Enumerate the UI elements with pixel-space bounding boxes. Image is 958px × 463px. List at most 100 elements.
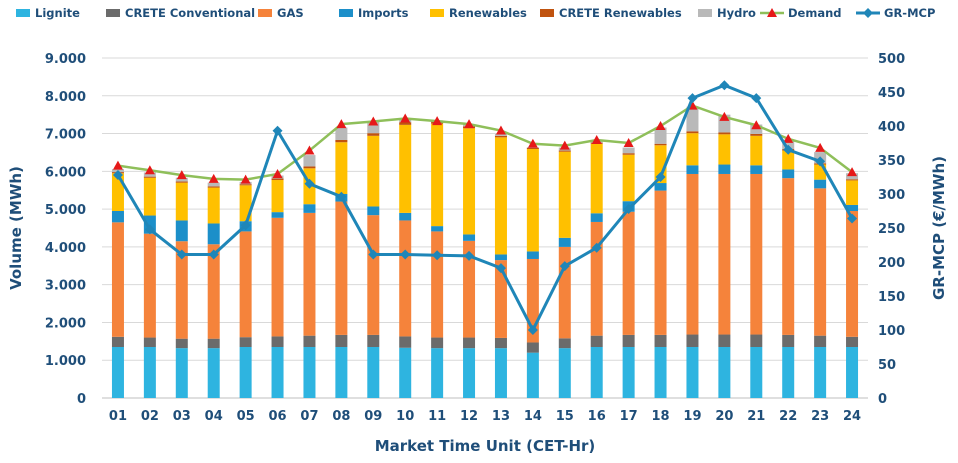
gr-mcp-marker bbox=[495, 263, 506, 274]
x-tick-label: 03 bbox=[173, 409, 191, 424]
y2-tick-label: 300 bbox=[878, 188, 905, 203]
bar-crete-conventional bbox=[335, 334, 348, 347]
bar-lignite bbox=[335, 347, 348, 398]
bar-gas bbox=[782, 178, 795, 335]
bar-lignite bbox=[463, 348, 476, 398]
bar-renewables bbox=[718, 134, 731, 165]
bar-lignite bbox=[686, 347, 699, 398]
bar-crete-renewables bbox=[303, 166, 316, 169]
bar-gas bbox=[431, 231, 444, 338]
bar-renewables bbox=[207, 187, 220, 224]
bar-crete-renewables bbox=[526, 147, 539, 150]
bar-renewables bbox=[335, 142, 348, 194]
x-tick-label: 12 bbox=[460, 409, 478, 424]
bar-gas bbox=[590, 221, 603, 336]
gr-mcp-marker bbox=[240, 220, 251, 231]
bar-gas bbox=[367, 215, 380, 335]
bar-crete-renewables bbox=[494, 135, 507, 138]
gr-mcp-marker bbox=[847, 213, 858, 224]
x-tick-label: 10 bbox=[396, 409, 414, 424]
bar-renewables bbox=[143, 177, 156, 216]
legend-lignite-label: Lignite bbox=[35, 6, 80, 20]
bar-lignite bbox=[750, 347, 763, 398]
y-tick-label: 2.000 bbox=[45, 316, 86, 331]
demand-marker bbox=[751, 120, 762, 130]
line-series bbox=[112, 80, 858, 335]
y2-tick-label: 100 bbox=[878, 324, 905, 339]
y2-tick-label: 0 bbox=[878, 392, 887, 407]
x-tick-label: 23 bbox=[811, 409, 829, 424]
bar-gas bbox=[814, 188, 827, 336]
bar-crete-renewables bbox=[367, 133, 380, 136]
x-tick-label: 08 bbox=[332, 409, 350, 424]
bar-crete-conventional bbox=[558, 338, 571, 349]
gr-mcp-marker bbox=[464, 250, 475, 261]
bar-crete-conventional bbox=[271, 336, 284, 347]
demand-marker bbox=[240, 174, 251, 184]
demand-marker bbox=[432, 116, 443, 126]
bar-lignite bbox=[846, 347, 859, 398]
demand-marker bbox=[783, 133, 794, 143]
bar-crete-renewables bbox=[143, 176, 156, 178]
bar-gas bbox=[207, 244, 220, 339]
bar-crete-conventional bbox=[622, 334, 635, 347]
bar-imports bbox=[175, 220, 188, 242]
bar-renewables bbox=[175, 182, 188, 221]
bar-imports bbox=[526, 251, 539, 259]
bar-crete-conventional bbox=[494, 337, 507, 349]
bar-imports bbox=[207, 223, 220, 245]
bar-hydro bbox=[494, 133, 507, 136]
x-tick-label: 15 bbox=[556, 409, 574, 424]
y-axis-ticks: 0 1.000 2.000 3.000 4.000 5.000 6.000 7.000 8.00… bbox=[45, 52, 86, 407]
y-tick-label: 1.000 bbox=[45, 354, 86, 369]
bar-lignite bbox=[271, 347, 284, 398]
bar-renewables bbox=[558, 151, 571, 238]
x-tick-label: 14 bbox=[524, 409, 542, 424]
bar-crete-renewables bbox=[271, 178, 284, 181]
x-tick-label: 09 bbox=[364, 409, 382, 424]
bar-crete-renewables bbox=[622, 153, 635, 155]
legend-imports-label: Imports bbox=[358, 6, 409, 20]
gr-mcp-marker bbox=[623, 203, 634, 214]
bar-imports bbox=[718, 164, 731, 174]
gr-mcp-marker bbox=[559, 261, 570, 272]
bar-renewables bbox=[399, 124, 412, 213]
bar-crete-conventional bbox=[686, 334, 699, 347]
bar-hydro bbox=[303, 155, 316, 167]
bar-lignite bbox=[175, 348, 188, 398]
x-tick-label: 06 bbox=[268, 409, 286, 424]
bar-crete-conventional bbox=[175, 338, 188, 349]
gr-mcp-marker bbox=[336, 191, 347, 202]
bar-imports bbox=[431, 226, 444, 232]
demand-marker bbox=[176, 170, 187, 180]
bar-crete-conventional bbox=[111, 336, 124, 347]
y2-tick-label: 250 bbox=[878, 222, 905, 237]
legend-renewables-label: Renewables bbox=[449, 6, 527, 20]
demand-marker bbox=[847, 167, 858, 177]
bar-gas bbox=[622, 211, 635, 335]
bar-hydro bbox=[335, 127, 348, 140]
bar-gas bbox=[303, 212, 316, 336]
demand-marker bbox=[495, 125, 506, 135]
bar-crete-renewables bbox=[846, 179, 859, 181]
bar-lignite bbox=[558, 348, 571, 398]
bar-lignite bbox=[782, 347, 795, 398]
bar-renewables bbox=[590, 143, 603, 214]
bar-imports bbox=[590, 213, 603, 222]
bar-gas bbox=[175, 241, 188, 339]
gr-mcp-marker bbox=[815, 156, 826, 167]
x-tick-label: 04 bbox=[205, 409, 223, 424]
bar-crete-conventional bbox=[431, 337, 444, 349]
bar-crete-conventional bbox=[367, 334, 380, 347]
y2-tick-label: 450 bbox=[878, 86, 905, 101]
bar-crete-conventional bbox=[207, 338, 220, 349]
demand-marker bbox=[464, 119, 475, 129]
bar-renewables bbox=[463, 128, 476, 235]
bar-imports bbox=[846, 204, 859, 211]
bar-crete-conventional bbox=[239, 337, 252, 347]
gr-mcp-marker bbox=[176, 249, 187, 260]
legend-hydro-label: Hydro bbox=[717, 6, 756, 20]
bar-imports bbox=[303, 204, 316, 213]
legend-crete-renewables-label: CRETE Renewables bbox=[559, 6, 682, 20]
